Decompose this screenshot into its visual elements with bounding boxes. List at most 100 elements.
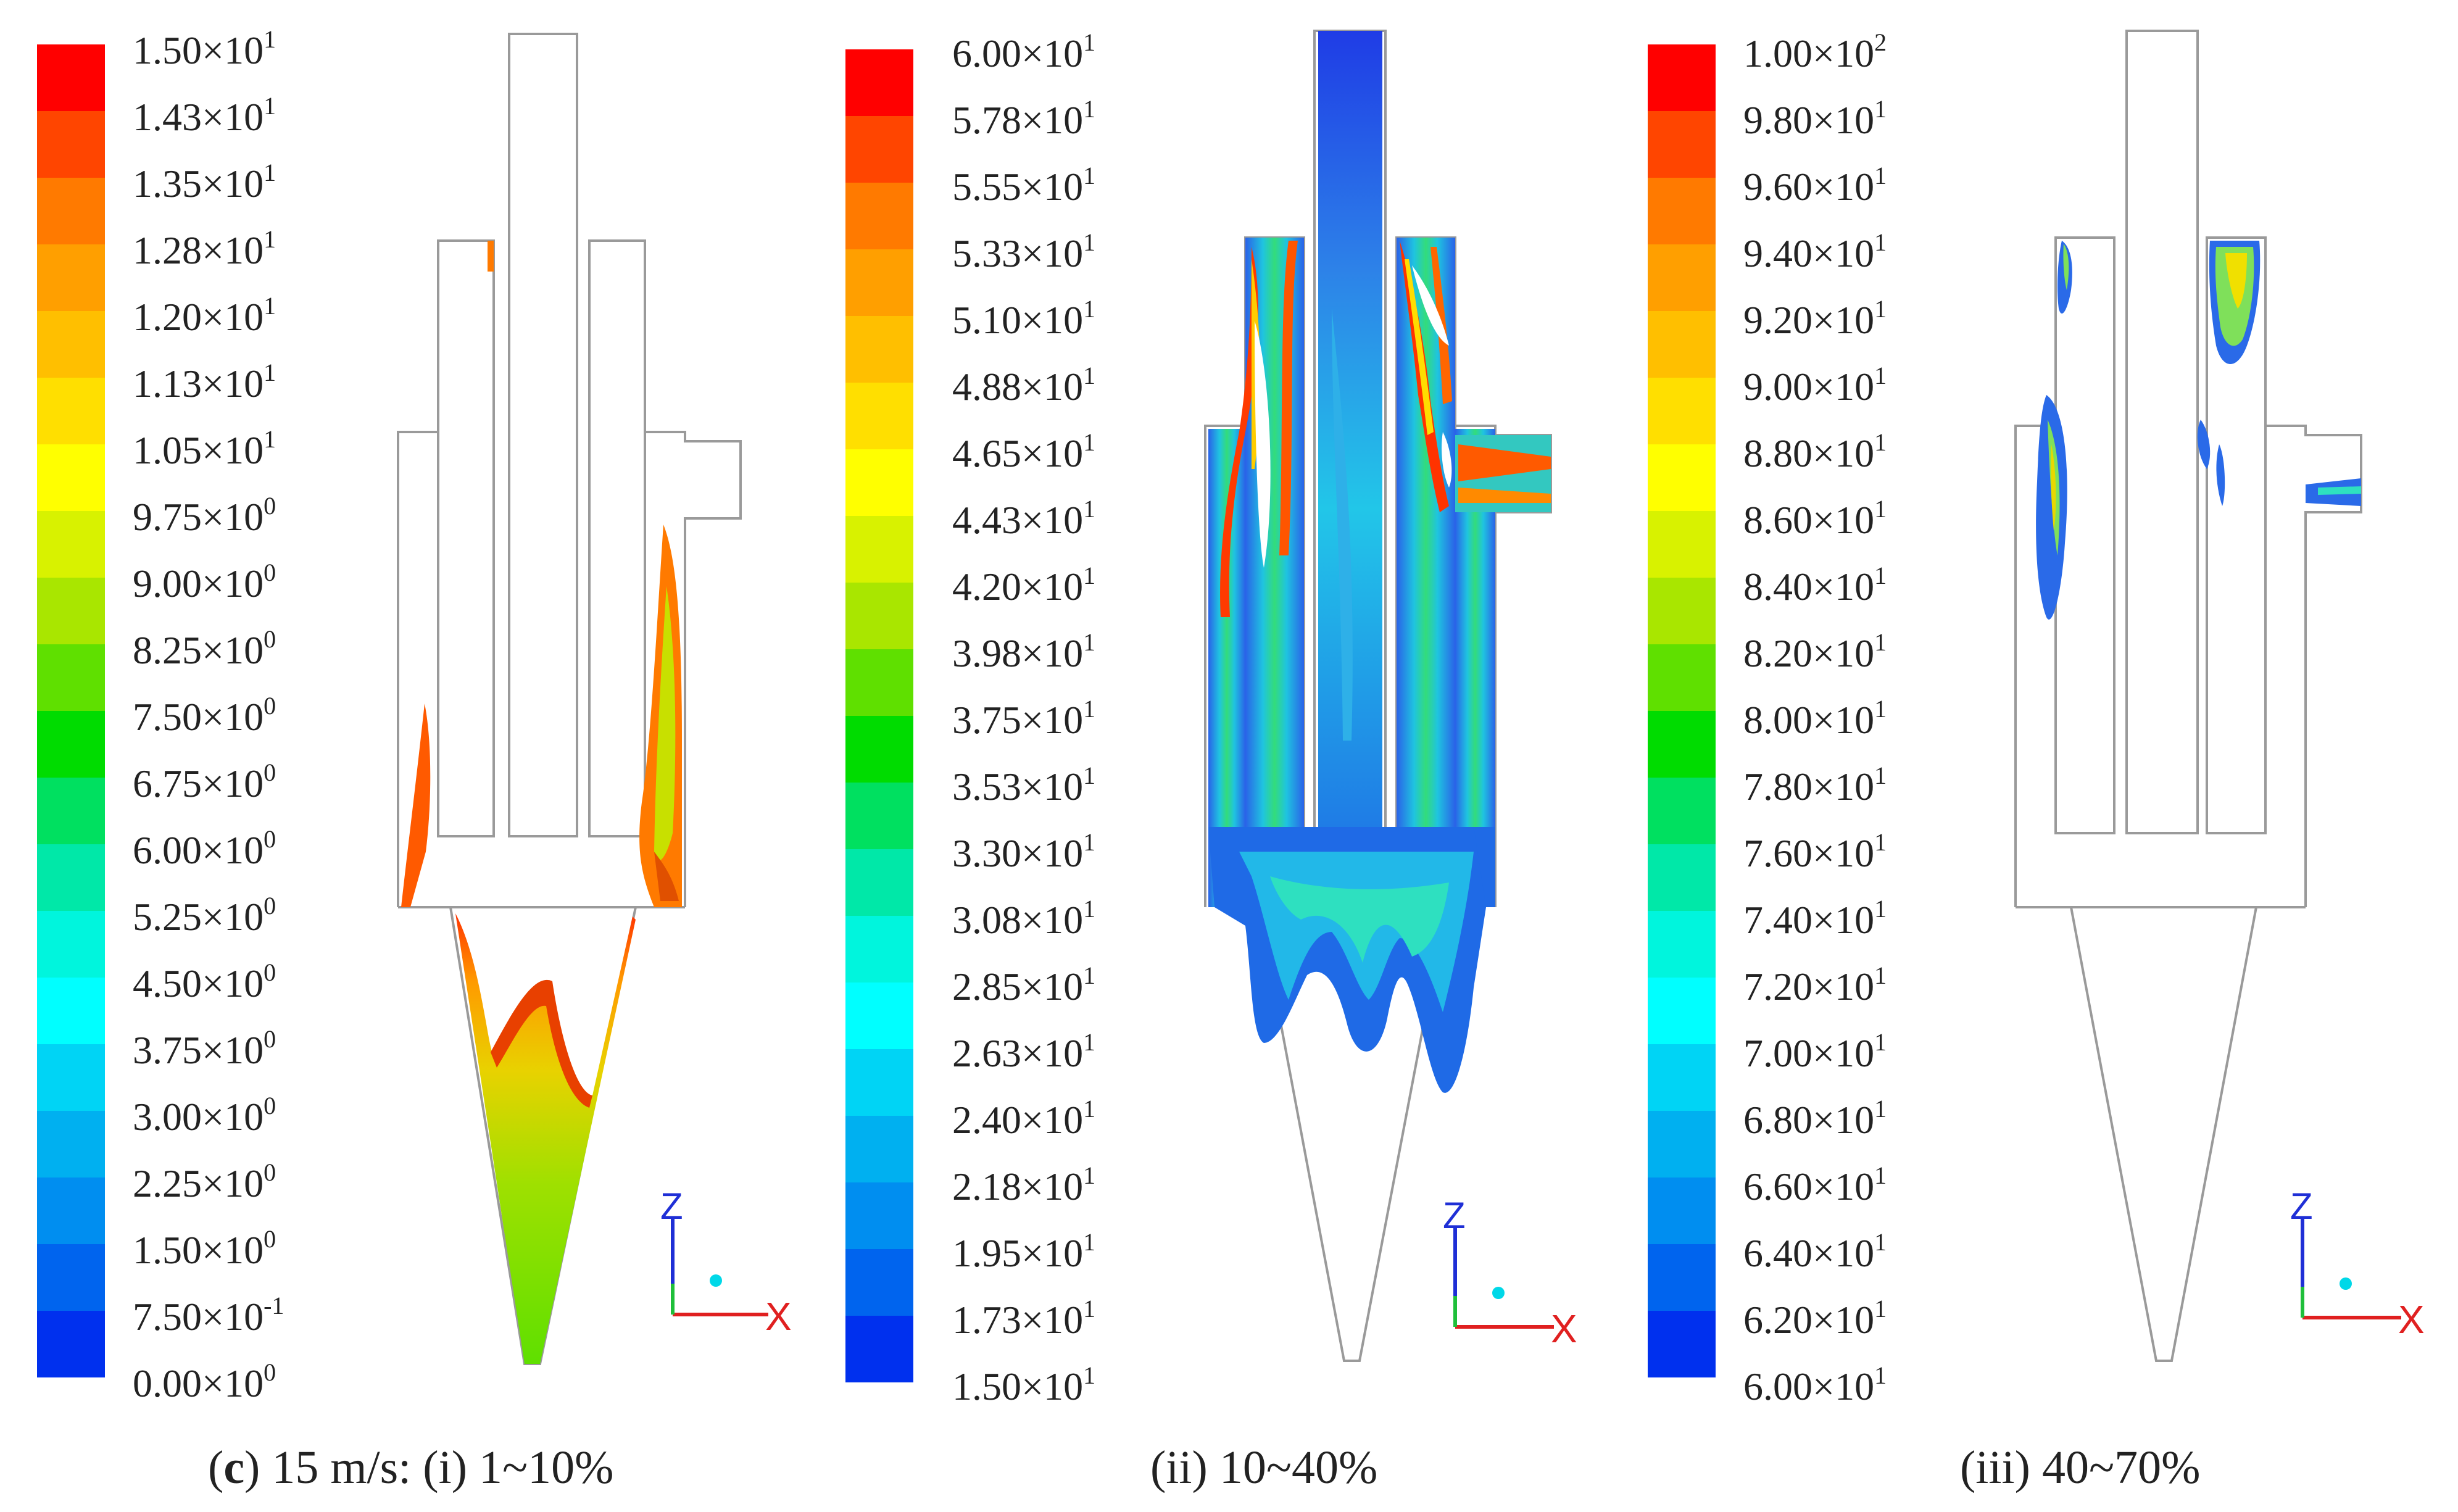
scale-tick-label: 5.55×101 xyxy=(952,162,1096,209)
color-swatch xyxy=(845,49,913,116)
color-swatch xyxy=(37,778,105,844)
scale-tick-label: 2.25×100 xyxy=(133,1158,276,1205)
scale-tick-label: 9.60×101 xyxy=(1743,162,1887,209)
scale-tick-label: 1.43×101 xyxy=(133,92,276,139)
color-scale-bar xyxy=(1648,44,1716,1377)
color-swatch xyxy=(1648,1111,1716,1178)
scale-tick-label: 5.78×101 xyxy=(952,95,1096,142)
color-swatch xyxy=(37,711,105,778)
color-swatch xyxy=(845,1049,913,1116)
color-swatch xyxy=(1648,844,1716,911)
scale-tick-label: 3.98×101 xyxy=(952,628,1096,675)
scale-tick-label: 4.88×101 xyxy=(952,362,1096,409)
scale-tick-label: 6.20×101 xyxy=(1743,1295,1887,1342)
axis-triad: Z X xyxy=(1443,1195,1577,1351)
axis-label-z: Z xyxy=(1443,1195,1466,1236)
scale-tick-label: 1.35×101 xyxy=(133,159,276,206)
scale-tick-label: 3.75×100 xyxy=(133,1025,276,1072)
color-swatch xyxy=(1648,444,1716,511)
axis-label-z: Z xyxy=(2290,1186,2313,1227)
color-swatch xyxy=(1648,644,1716,711)
color-swatch xyxy=(1648,978,1716,1044)
scale-tick-label: 7.20×101 xyxy=(1743,962,1887,1008)
color-swatch xyxy=(845,716,913,783)
color-swatch xyxy=(845,649,913,716)
color-swatch xyxy=(1648,111,1716,178)
scale-tick-label: 7.00×101 xyxy=(1743,1028,1887,1075)
color-swatch xyxy=(845,916,913,982)
scale-tick-label: 8.40×101 xyxy=(1743,562,1887,609)
scale-tick-label: 5.25×100 xyxy=(133,892,276,939)
scale-tick-label: 5.33×101 xyxy=(952,228,1096,275)
color-swatch xyxy=(845,1182,913,1249)
color-swatch xyxy=(845,1316,913,1382)
contour-panel-iii: 1.00×102 9.80×101 9.60×101 9.40×101 9.20×101… xyxy=(1639,0,2458,1512)
color-swatch xyxy=(1648,311,1716,378)
color-swatch xyxy=(845,516,913,583)
scale-tick-label: 3.53×101 xyxy=(952,762,1096,808)
scale-tick-label: 2.18×101 xyxy=(952,1161,1096,1208)
scale-tick-label: 5.10×101 xyxy=(952,295,1096,342)
scale-tick-label: 1.13×101 xyxy=(133,359,276,405)
axis-label-x: X xyxy=(2398,1297,2425,1342)
scale-tick-label: 8.25×100 xyxy=(133,625,276,672)
scale-tick-label: 9.75×100 xyxy=(133,492,276,539)
caption-panel-ii: (ii) 10~40% xyxy=(1150,1442,1378,1493)
color-swatch xyxy=(845,316,913,383)
color-swatch xyxy=(37,1311,105,1377)
scale-tick-label: 3.75×101 xyxy=(952,695,1096,742)
color-swatch xyxy=(1648,1311,1716,1377)
cyclone-outline xyxy=(397,33,742,1365)
scale-tick-label: 4.50×100 xyxy=(133,958,276,1005)
color-swatch xyxy=(37,1178,105,1244)
color-swatch xyxy=(37,378,105,444)
cyclone-contour-plot: Z X xyxy=(2014,30,2425,1362)
color-swatch xyxy=(1648,911,1716,978)
cyclone-outline xyxy=(2014,30,2362,1362)
scale-tick-label: 2.63×101 xyxy=(952,1028,1096,1075)
axis-label-x: X xyxy=(765,1294,792,1339)
scale-tick-label: 6.75×100 xyxy=(133,758,276,805)
cyclone-contour-plot: Z X xyxy=(397,33,792,1365)
scale-tick-label: 1.50×101 xyxy=(952,1361,1096,1408)
scale-tick-label: 6.80×101 xyxy=(1743,1095,1887,1142)
scale-tick-label: 3.30×101 xyxy=(952,828,1096,875)
color-swatch xyxy=(37,44,105,111)
color-swatch xyxy=(37,1244,105,1311)
contour-panel-i: 1.50×101 1.43×101 1.35×101 1.28×101 1.20×101… xyxy=(0,0,820,1512)
concentration-contours xyxy=(401,241,682,1364)
color-swatch xyxy=(37,244,105,311)
scale-tick-label: 4.65×101 xyxy=(952,428,1096,475)
scale-tick-label: 2.40×101 xyxy=(952,1095,1096,1142)
color-swatch xyxy=(1648,1178,1716,1244)
scale-tick-label: 9.00×100 xyxy=(133,559,276,605)
scale-tick-label: 1.05×101 xyxy=(133,425,276,472)
scale-tick-label: 9.40×101 xyxy=(1743,228,1887,275)
color-swatch xyxy=(1648,778,1716,844)
scale-tick-label: 1.73×101 xyxy=(952,1295,1096,1342)
color-swatch xyxy=(845,783,913,849)
scale-tick-label: 9.80×101 xyxy=(1743,95,1887,142)
color-swatch xyxy=(37,578,105,644)
color-scale-bar xyxy=(37,44,105,1377)
concentration-contours xyxy=(1208,31,1551,1093)
color-swatch xyxy=(845,982,913,1049)
color-swatch xyxy=(37,111,105,178)
scale-tick-label: 4.20×101 xyxy=(952,562,1096,609)
scale-tick-label: 8.80×101 xyxy=(1743,428,1887,475)
scale-tick-label: 3.08×101 xyxy=(952,895,1096,942)
color-swatch xyxy=(845,116,913,183)
scale-tick-label: 2.85×101 xyxy=(952,962,1096,1008)
color-swatch xyxy=(37,844,105,911)
concentration-contours xyxy=(2036,241,2361,620)
scale-tick-label: 7.40×101 xyxy=(1743,895,1887,942)
color-swatch xyxy=(1648,178,1716,244)
color-swatch xyxy=(37,178,105,244)
axis-triad: Z X xyxy=(660,1186,792,1339)
color-swatch xyxy=(845,849,913,916)
scale-tick-label: 1.20×101 xyxy=(133,292,276,339)
scale-tick-label: 0.00×100 xyxy=(133,1358,276,1405)
color-swatch xyxy=(845,383,913,449)
color-swatch xyxy=(845,1249,913,1316)
scale-tick-label: 1.50×100 xyxy=(133,1225,276,1272)
